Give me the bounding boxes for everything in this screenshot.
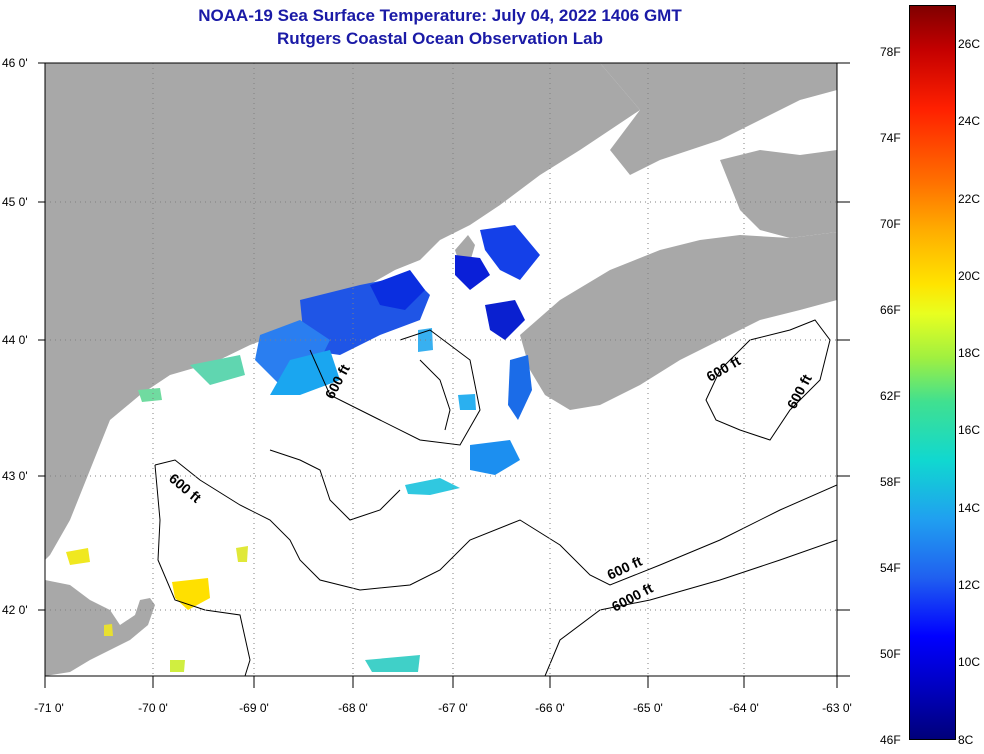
colorbar-label-58f: 58F [880, 475, 901, 489]
land-maine-newbrunswick [45, 63, 640, 560]
land-massachusetts [45, 580, 155, 676]
lon-label-70: -70 0' [138, 701, 168, 715]
map-ticks [38, 62, 850, 688]
colorbar-label-26c: 26C [958, 37, 981, 51]
lat-label-42: 42 0' [2, 603, 28, 617]
map-title: NOAA-19 Sea Surface Temperature: July 04… [198, 6, 682, 25]
colorbar-label-12c: 12C [958, 578, 981, 592]
colorbar-label-46f: 46F [880, 733, 901, 747]
graticule [45, 63, 837, 676]
lon-label-65: -65 0' [633, 701, 663, 715]
map-frame [44, 62, 838, 677]
colorbar-label-18c: 18C [958, 346, 981, 360]
lon-label-68: -68 0' [338, 701, 368, 715]
bathymetry-contours [154, 319, 837, 676]
colorbar-label-50f: 50F [880, 647, 901, 661]
temperature-colorbar [909, 5, 956, 740]
sst-patches [66, 225, 540, 672]
lat-label-46: 46 0' [2, 56, 28, 70]
lon-label-71: -71 0' [34, 701, 64, 715]
land-nova-scotia [520, 232, 837, 410]
lon-label-63: -63 0' [822, 701, 852, 715]
lat-label-44: 44 0' [2, 333, 28, 347]
colorbar-label-8c: 8C [958, 733, 974, 747]
colorbar-label-66f: 66F [880, 303, 901, 317]
lat-label-45: 45 0' [2, 195, 28, 209]
lon-label-67: -67 0' [438, 701, 468, 715]
colorbar-label-22c: 22C [958, 192, 981, 206]
colorbar-label-14c: 14C [958, 501, 981, 515]
colorbar-label-16c: 16C [958, 423, 981, 437]
colorbar-label-62f: 62F [880, 389, 901, 403]
land-cape-breton [720, 150, 837, 238]
colorbar-label-54f: 54F [880, 561, 901, 575]
lon-label-69: -69 0' [239, 701, 269, 715]
lat-label-43: 43 0' [2, 469, 28, 483]
land-pei-capebreton [600, 63, 837, 175]
colorbar-label-10c: 10C [958, 655, 981, 669]
colorbar-label-70f: 70F [880, 217, 901, 231]
colorbar-label-20c: 20C [958, 269, 981, 283]
lon-label-64: -64 0' [729, 701, 759, 715]
lon-label-66: -66 0' [535, 701, 565, 715]
colorbar-label-24c: 24C [958, 114, 981, 128]
map-subtitle: Rutgers Coastal Ocean Observation Lab [277, 29, 603, 48]
colorbar-label-78f: 78F [880, 45, 901, 59]
colorbar-label-74f: 74F [880, 131, 901, 145]
